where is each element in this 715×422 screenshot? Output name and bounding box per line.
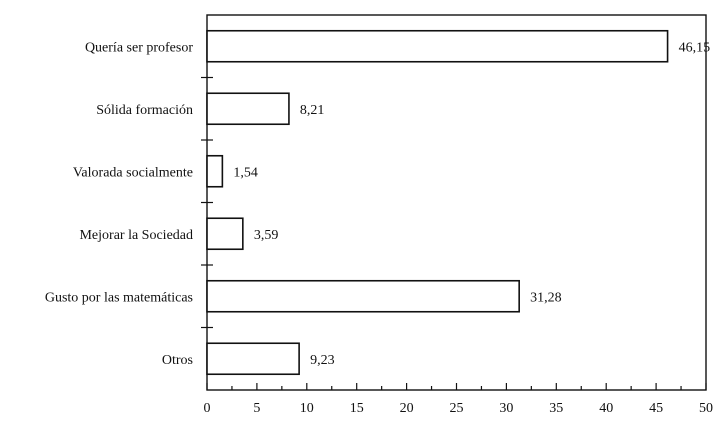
data-label: 3,59 [254,228,278,243]
data-label: 46,15 [679,40,711,55]
x-tick-label: 15 [350,401,364,416]
x-tick-label: 35 [549,401,563,416]
x-tick-label: 50 [699,401,713,416]
x-tick-label: 30 [499,401,513,416]
x-axis-ticks: 0 5 10 15 20 25 30 35 40 45 50 [204,383,713,416]
plot-frame [206,14,707,391]
y-axis-ticks [201,76,213,329]
data-label: 8,21 [300,103,325,118]
x-tick-label: 40 [599,401,613,416]
category-label: Valorada socialmente [73,165,193,180]
data-label: 9,23 [310,353,335,368]
x-tick-label: 5 [253,401,260,416]
x-tick-label: 25 [450,401,464,416]
data-label: 1,54 [233,165,258,180]
bar [206,279,520,313]
x-tick-label: 0 [204,401,211,416]
category-label: Otros [162,353,193,368]
category-labels: Quería ser profesor Sólida formación Valor… [45,40,193,368]
category-label: Mejorar la Sociedad [79,228,193,243]
bar [206,342,300,376]
bar [206,92,290,126]
category-label: Sólida formación [96,103,193,118]
category-label: Quería ser profesor [85,40,193,55]
value-labels: 46,15 8,21 1,54 3,59 31,28 9,23 [233,40,710,368]
bars-group [206,29,669,376]
x-tick-label: 20 [400,401,414,416]
data-label: 31,28 [530,290,562,305]
bar [206,29,669,63]
x-tick-label: 45 [649,401,663,416]
category-label: Gusto por las matemáticas [45,290,193,305]
x-tick-label: 10 [300,401,314,416]
bar [206,217,244,251]
bar [206,154,224,188]
